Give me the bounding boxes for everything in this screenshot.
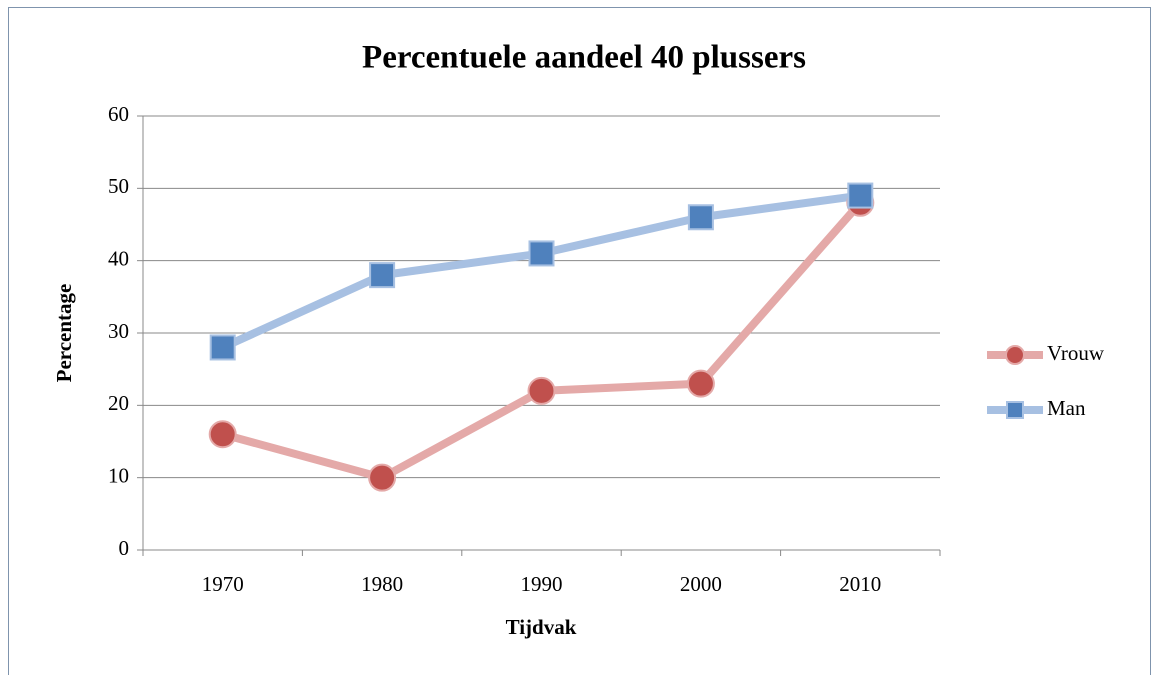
- y-tick-label: 40: [108, 246, 129, 270]
- chart-border: [8, 7, 1151, 675]
- x-tick-label: 1990: [521, 572, 563, 596]
- marker: [527, 376, 556, 405]
- y-tick-label: 10: [108, 463, 129, 487]
- x-axis-label: Tijdvak: [506, 615, 577, 639]
- y-tick-label: 50: [108, 174, 129, 198]
- x-tick-label: 2010: [839, 572, 881, 596]
- legend-label: Vrouw: [1047, 341, 1105, 365]
- series-line: [221, 191, 861, 352]
- marker: [368, 463, 397, 492]
- marker: [1006, 401, 1024, 419]
- marker: [1005, 345, 1025, 365]
- marker: [208, 420, 237, 449]
- x-tick-label: 2000: [680, 572, 722, 596]
- legend-label: Man: [1047, 396, 1086, 420]
- y-axis-label: Percentage: [52, 284, 76, 383]
- marker: [209, 334, 236, 361]
- chart-title: Percentuele aandeel 40 plussers: [362, 40, 806, 76]
- y-tick-label: 30: [108, 319, 129, 343]
- marker: [847, 182, 874, 209]
- y-tick-label: 20: [108, 391, 129, 415]
- y-tick-label: 0: [119, 536, 130, 560]
- marker: [686, 369, 715, 398]
- marker: [687, 204, 714, 231]
- x-tick-label: 1980: [361, 572, 403, 596]
- marker: [369, 262, 396, 289]
- y-tick-label: 60: [108, 102, 129, 126]
- marker: [528, 240, 555, 267]
- x-tick-label: 1970: [202, 572, 244, 596]
